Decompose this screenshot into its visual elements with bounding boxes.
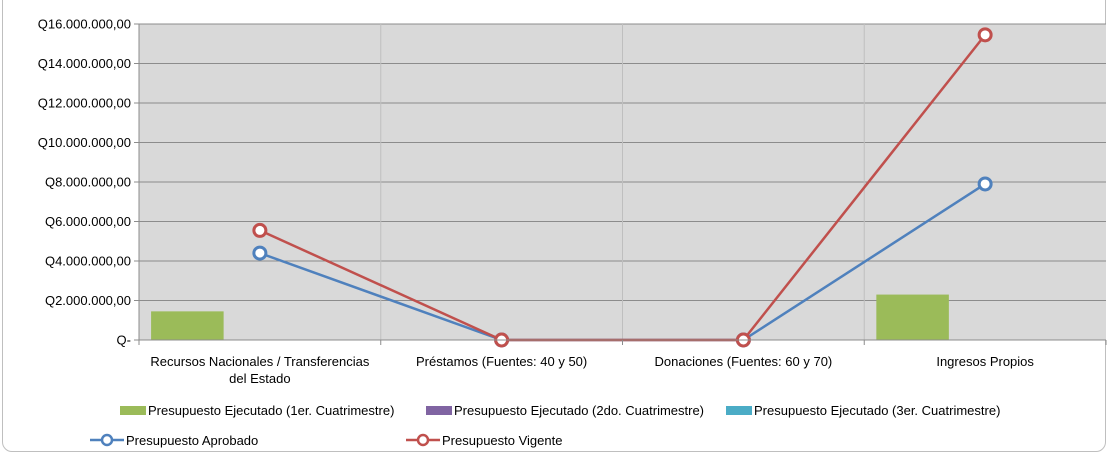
x-tick-label: Recursos Nacionales / Transferencias <box>150 354 369 369</box>
legend-marker <box>416 433 430 447</box>
y-tick-label: Q8.000.000,00 <box>45 175 131 190</box>
y-tick-label: Q16.000.000,00 <box>38 17 131 32</box>
y-axis: Q- Q2.000.000,00 Q4.000.000,00 Q6.000.000,0… <box>38 17 140 348</box>
y-tick-label: Q2.000.000,00 <box>45 293 131 308</box>
data-point <box>977 176 993 192</box>
legend-label: Presupuesto Ejecutado (3er. Cuatrimestre… <box>754 403 1000 418</box>
y-tick-label: Q- <box>117 333 131 348</box>
legend-marker <box>100 433 114 447</box>
legend-label: Presupuesto Vigente <box>442 433 562 448</box>
x-tick-label: del Estado <box>229 371 290 386</box>
x-tick-label: Préstamos (Fuentes: 40 y 50) <box>416 354 587 369</box>
legend-label: Presupuesto Ejecutado (2do. Cuatrimestre… <box>454 403 704 418</box>
y-tick-label: Q4.000.000,00 <box>45 254 131 269</box>
data-point <box>252 222 268 238</box>
legend-label: Presupuesto Ejecutado (1er. Cuatrimestre… <box>148 403 394 418</box>
data-point <box>252 245 268 261</box>
x-tick-label: Ingresos Propios <box>936 354 1034 369</box>
data-point <box>977 27 993 43</box>
legend-swatch <box>726 406 752 415</box>
x-axis: Recursos Nacionales / Transferencias del … <box>138 339 1107 386</box>
legend-swatch <box>426 406 452 415</box>
y-tick-label: Q12.000.000,00 <box>38 96 131 111</box>
legend-swatch <box>120 406 146 415</box>
bar <box>876 294 949 340</box>
legend-label: Presupuesto Aprobado <box>126 433 258 448</box>
y-tick-label: Q6.000.000,00 <box>45 214 131 229</box>
gridlines <box>139 23 1106 341</box>
y-tick-label: Q10.000.000,00 <box>38 135 131 150</box>
x-tick-label: Donaciones (Fuentes: 60 y 70) <box>654 354 832 369</box>
bar <box>151 311 224 340</box>
y-tick-label: Q14.000.000,00 <box>38 56 131 71</box>
legend: Presupuesto Ejecutado (1er. Cuatrimestre… <box>90 403 1000 448</box>
bar-series <box>151 294 949 340</box>
